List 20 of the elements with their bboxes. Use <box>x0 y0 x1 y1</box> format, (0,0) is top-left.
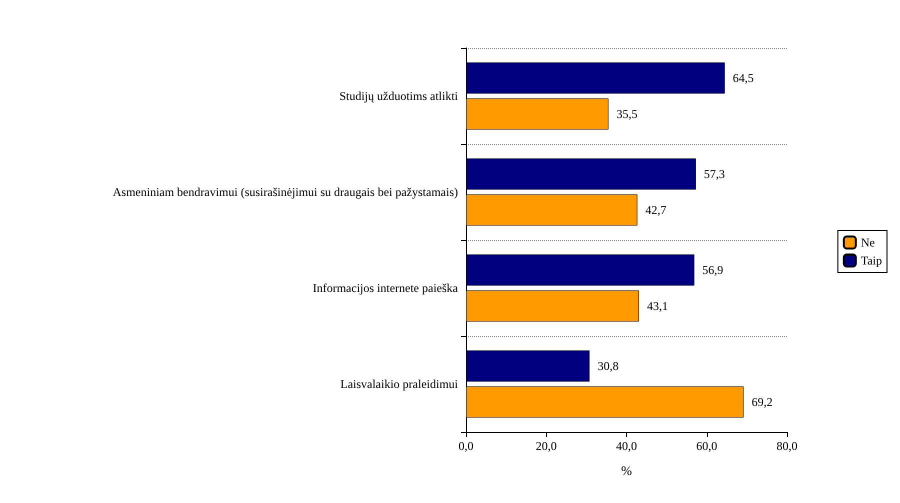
x-tick-label: 20,0 <box>536 439 557 453</box>
x-tick-label: 80,0 <box>776 439 798 453</box>
data-label: 56,9 <box>702 263 724 278</box>
data-label: 64,5 <box>732 71 754 86</box>
y-tick-label: Studijų užduotims atlikti <box>339 89 459 103</box>
x-axis-title: % <box>621 463 632 478</box>
data-label: 42,7 <box>645 202 666 217</box>
x-tick-label: 0,0 <box>458 439 474 453</box>
y-tick-label: Asmeniniam bendravimui (susirašinėjimui su draugais bei pažystamais) <box>112 185 458 199</box>
x-tick-label: 60,0 <box>696 439 718 453</box>
data-label: 30,8 <box>598 359 619 374</box>
y-tick-label: Informacijos internete paieška <box>312 281 459 295</box>
legend-label: Ne <box>860 236 875 250</box>
y-tick-label: Laisvalaikio praleidimui <box>340 377 459 391</box>
data-label: 35,5 <box>616 106 638 121</box>
data-label: 43,1 <box>646 298 668 313</box>
data-label: 57,3 <box>704 167 725 182</box>
legend-label: Taip <box>860 254 882 268</box>
data-label: 69,2 <box>752 394 773 409</box>
x-tick-label: 40,0 <box>616 439 637 453</box>
